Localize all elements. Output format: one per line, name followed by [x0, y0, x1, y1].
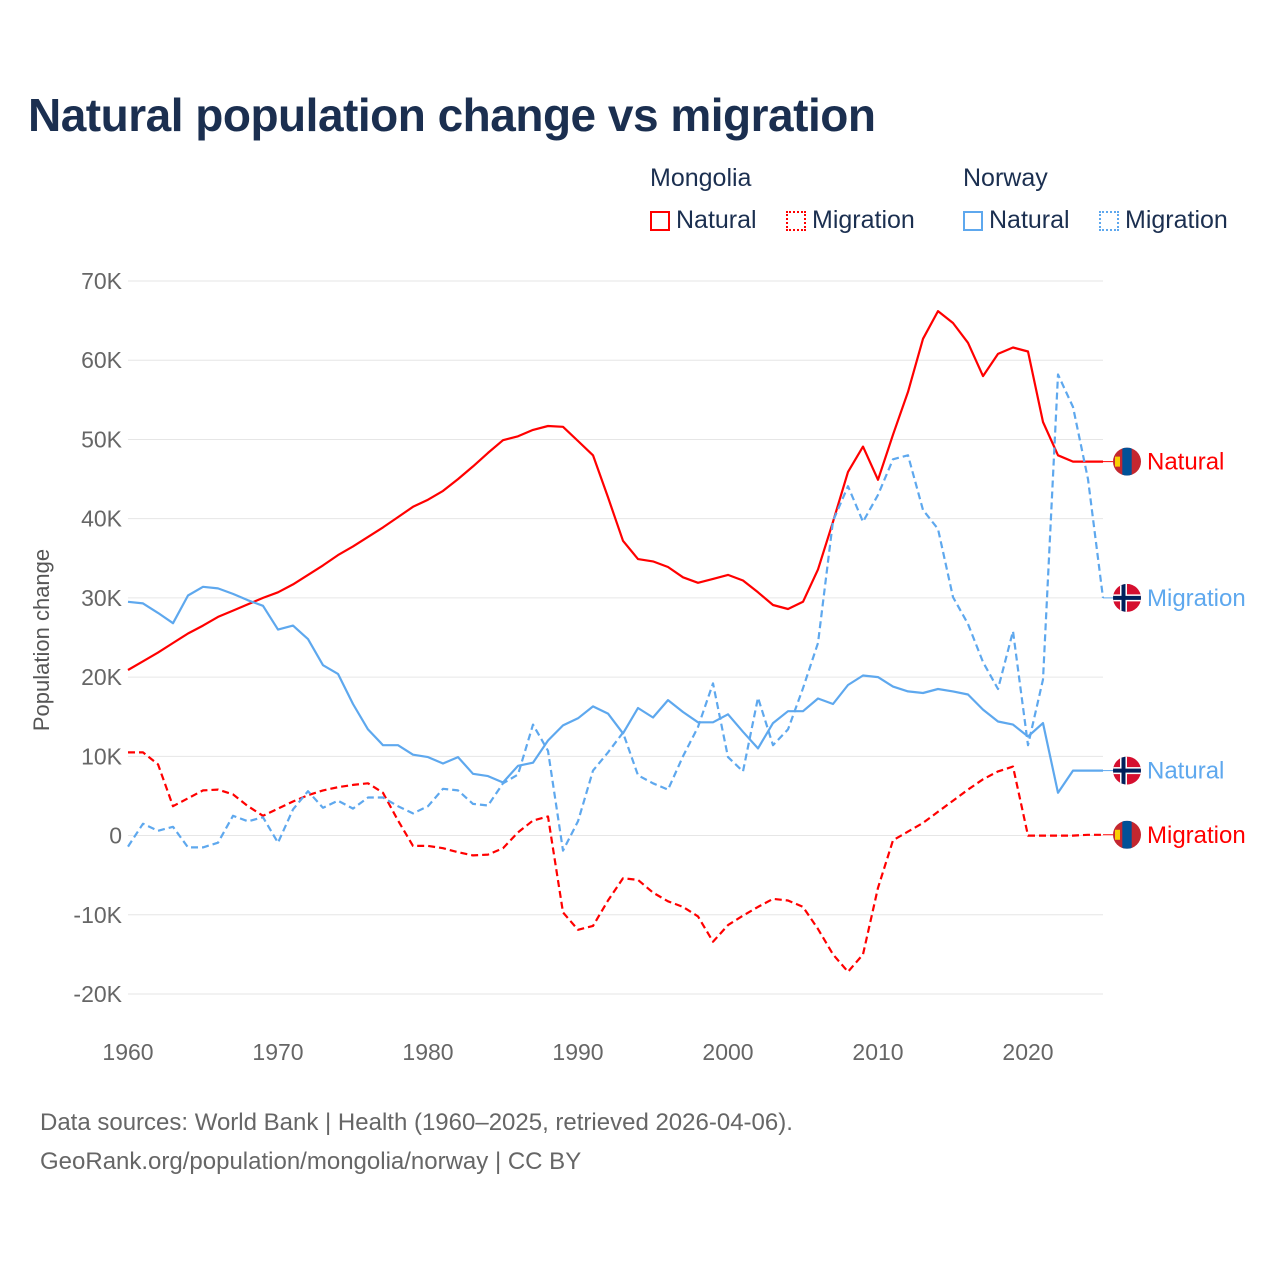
series-lines: [127, 310, 1105, 973]
series-line-mongolia-migration: [128, 751, 1103, 973]
x-tick-label: 2000: [702, 1039, 753, 1065]
footer-attribution[interactable]: GeoRank.org/population/mongolia/norway |…: [40, 1148, 582, 1175]
legend-label: Natural: [676, 206, 757, 234]
solid-swatch-icon: [650, 210, 670, 231]
legend-norway: Norway Natural Migration: [963, 164, 1228, 234]
y-tick-label: 0: [109, 823, 122, 849]
y-tick-label: 70K: [81, 268, 123, 294]
series-line-norway-natural: [127, 585, 1103, 794]
y-tick-label: 50K: [81, 426, 123, 452]
legend-item-norway-migration[interactable]: Migration: [1099, 206, 1228, 235]
legend-group-title: Norway: [963, 164, 1048, 192]
flag-stripe: [1122, 447, 1132, 476]
y-tick-label: 30K: [81, 585, 123, 611]
flag-cross: [1113, 595, 1141, 600]
y-tick-label: 10K: [81, 743, 123, 769]
x-tick-label: 1980: [402, 1039, 453, 1065]
x-tick-label: 1970: [252, 1039, 303, 1065]
y-tick-label: -20K: [73, 981, 122, 1007]
x-tick-label: 2020: [1002, 1039, 1053, 1065]
mongolia-flag-icon: [1113, 447, 1141, 476]
legend-group-title: Mongolia: [650, 164, 752, 192]
legend-label: Migration: [812, 206, 915, 234]
flag-body: [1113, 447, 1141, 476]
flag-cross: [1113, 768, 1141, 773]
dotted-swatch-icon: [1099, 210, 1119, 231]
norway-flag-icon: [1113, 583, 1141, 612]
flag-body: [1113, 820, 1141, 849]
dotted-swatch-icon: [786, 210, 806, 231]
y-tick-label: 40K: [81, 506, 123, 532]
end-label: Natural: [1147, 449, 1224, 476]
flag-body: [1113, 756, 1141, 785]
legend-item-norway-natural[interactable]: Natural: [963, 206, 1070, 235]
legend-item-mongolia-natural[interactable]: Natural: [650, 206, 757, 235]
solid-swatch-icon: [963, 210, 983, 231]
chart-title: Natural population change vs migration: [28, 89, 876, 141]
y-tick-label: -10K: [73, 902, 122, 928]
soyombo-symbol: [1115, 456, 1120, 467]
mongolia-flag-icon: [1113, 820, 1141, 849]
series-line-norway-migration: [127, 373, 1105, 852]
y-tick-label: 20K: [81, 664, 123, 690]
end-label: Natural: [1147, 758, 1224, 785]
series-line-mongolia-natural: [127, 310, 1103, 671]
x-tick-label: 1960: [102, 1039, 153, 1065]
x-tick-label: 1990: [552, 1039, 603, 1065]
x-tick-label: 2010: [852, 1039, 903, 1065]
legend-label: Migration: [1125, 206, 1228, 234]
legend-label: Natural: [989, 206, 1070, 234]
norway-flag-icon: [1113, 756, 1141, 785]
flag-body: [1113, 583, 1141, 612]
end-label: Migration: [1147, 822, 1246, 849]
end-labels: Natural Migration Natural Migration: [1103, 447, 1246, 849]
end-label: Migration: [1147, 585, 1246, 612]
grid: -20K -10K 0 10K 20K 30K 40K 50K 60K 70K 1960 1970 19…: [73, 268, 1103, 1065]
soyombo-symbol: [1115, 829, 1120, 840]
legend-mongolia: Mongolia Natural Migration: [650, 164, 915, 234]
flag-stripe: [1122, 820, 1132, 849]
footer-sources: Data sources: World Bank | Health (1960–…: [40, 1109, 793, 1136]
y-tick-label: 60K: [81, 347, 123, 373]
legend-item-mongolia-migration[interactable]: Migration: [786, 206, 915, 235]
